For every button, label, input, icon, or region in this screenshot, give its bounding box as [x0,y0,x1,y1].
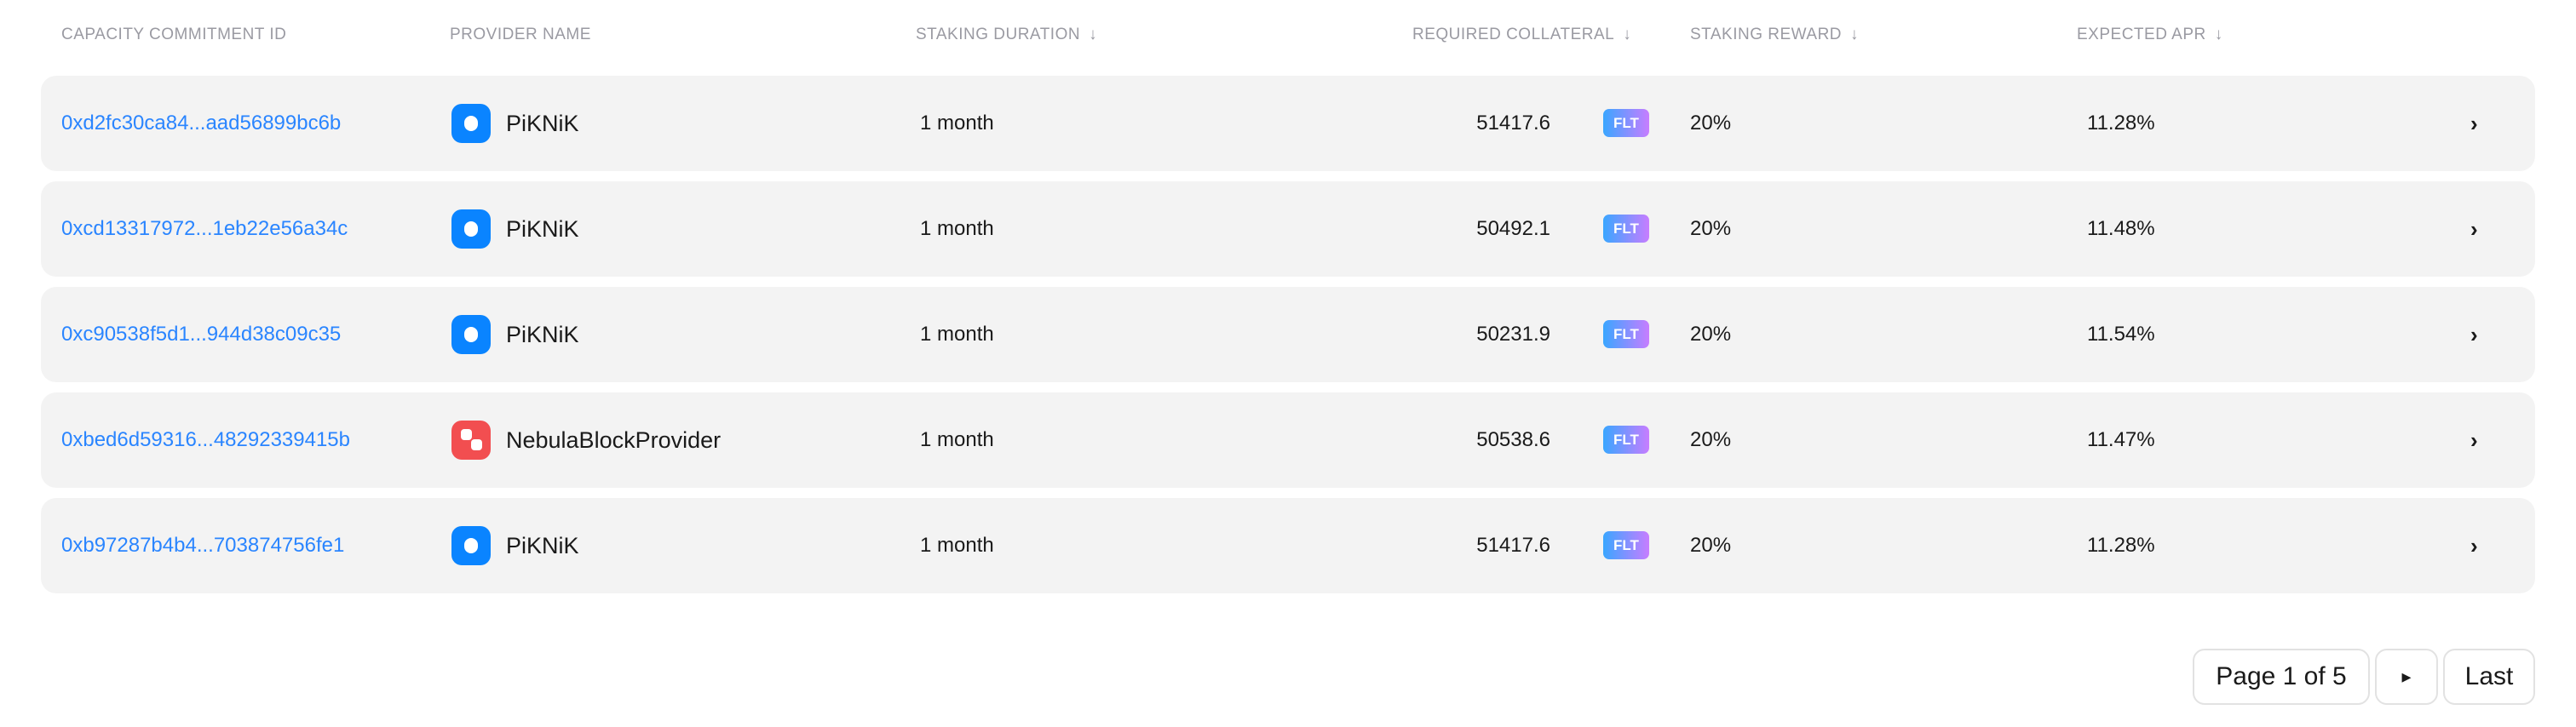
staking-duration: 1 month [920,323,994,346]
provider-name: NebulaBlockProvider [451,392,721,488]
piknik-provider-icon [451,526,491,565]
page-indicator: Page 1 of 5 [2193,649,2370,705]
header-provider-name[interactable]: Provider Name [450,26,591,44]
commitment-id-link[interactable]: 0xd2fc30ca84...aad56899bc6b [61,112,342,135]
provider-label: PiKNiK [506,532,579,558]
flt-token-badge: FLT [1603,109,1649,137]
header-label: Provider Name [450,26,591,43]
sort-arrow-icon: ↓ [1850,26,1860,43]
header-label: Staking Reward [1690,26,1843,43]
required-collateral: 51417.6 [1476,534,1550,557]
sort-arrow-icon: ↓ [1089,26,1098,43]
table-row[interactable]: 0xcd13317972...1eb22e56a34c PiKNiK 1 month… [41,181,2535,277]
staking-duration: 1 month [920,534,994,557]
required-collateral: 50538.6 [1476,428,1550,451]
expected-apr: 11.28% [2087,534,2155,557]
header-label: Capacity Commitment ID [61,26,287,43]
provider-name: PiKNiK [451,287,579,382]
header-required-collateral[interactable]: Required Collateral ↓ [1412,26,1631,44]
piknik-provider-icon [451,209,491,249]
staking-reward: 20% [1690,534,1732,557]
sort-arrow-icon: ↓ [1623,26,1632,43]
required-collateral: 51417.6 [1476,112,1550,135]
required-collateral: 50492.1 [1476,217,1550,240]
nebula-provider-icon [451,421,491,460]
table-row[interactable]: 0xbed6d59316...48292339415b NebulaBlockPr… [41,392,2535,488]
provider-name: PiKNiK [451,498,579,593]
header-label: Required Collateral [1412,26,1615,43]
chevron-right-icon[interactable]: › [2470,532,2478,558]
staking-reward: 20% [1690,323,1732,346]
chevron-right-icon[interactable]: › [2470,110,2478,136]
required-collateral: 50231.9 [1476,323,1550,346]
commitment-id-link[interactable]: 0xc90538f5d1...944d38c09c35 [61,323,342,346]
header-expected-apr[interactable]: Expected APR ↓ [2077,26,2223,44]
provider-name: PiKNiK [451,76,579,171]
expected-apr: 11.47% [2087,428,2155,451]
commitment-id-link[interactable]: 0xb97287b4b4...703874756fe1 [61,534,345,557]
chevron-right-icon[interactable]: › [2470,215,2478,242]
piknik-provider-icon [451,315,491,354]
provider-name: PiKNiK [451,181,579,277]
flt-token-badge: FLT [1603,320,1649,348]
staking-reward: 20% [1690,112,1732,135]
chevron-right-icon[interactable]: › [2470,426,2478,453]
header-label: Expected APR [2077,26,2206,43]
expected-apr: 11.28% [2087,112,2155,135]
header-label: Staking Duration [916,26,1081,43]
flt-token-badge: FLT [1603,531,1649,559]
expected-apr: 11.54% [2087,323,2155,346]
next-page-button[interactable]: ▸ [2375,649,2438,705]
last-page-button[interactable]: Last [2443,649,2535,705]
commitment-id-link[interactable]: 0xcd13317972...1eb22e56a34c [61,217,348,240]
staking-duration: 1 month [920,428,994,451]
table-row[interactable]: 0xc90538f5d1...944d38c09c35 PiKNiK 1 month… [41,287,2535,382]
expected-apr: 11.48% [2087,217,2155,240]
header-commitment-id[interactable]: Capacity Commitment ID [61,26,286,44]
header-staking-duration[interactable]: Staking Duration ↓ [916,26,1097,44]
staking-duration: 1 month [920,112,994,135]
caret-right-icon: ▸ [2401,666,2412,687]
staking-reward: 20% [1690,217,1732,240]
piknik-provider-icon [451,104,491,143]
table-row[interactable]: 0xb97287b4b4...703874756fe1 PiKNiK 1 month… [41,498,2535,593]
provider-label: PiKNiK [506,215,579,242]
staking-reward: 20% [1690,428,1732,451]
header-staking-reward[interactable]: Staking Reward ↓ [1690,26,1859,44]
commitment-id-link[interactable]: 0xbed6d59316...48292339415b [61,428,350,451]
provider-label: PiKNiK [506,110,579,136]
flt-token-badge: FLT [1603,426,1649,454]
provider-label: PiKNiK [506,321,579,347]
staking-duration: 1 month [920,217,994,240]
provider-label: NebulaBlockProvider [506,426,722,453]
chevron-right-icon[interactable]: › [2470,321,2478,347]
flt-token-badge: FLT [1603,215,1649,243]
sort-arrow-icon: ↓ [2214,26,2223,43]
table-row[interactable]: 0xd2fc30ca84...aad56899bc6b PiKNiK 1 month… [41,76,2535,171]
